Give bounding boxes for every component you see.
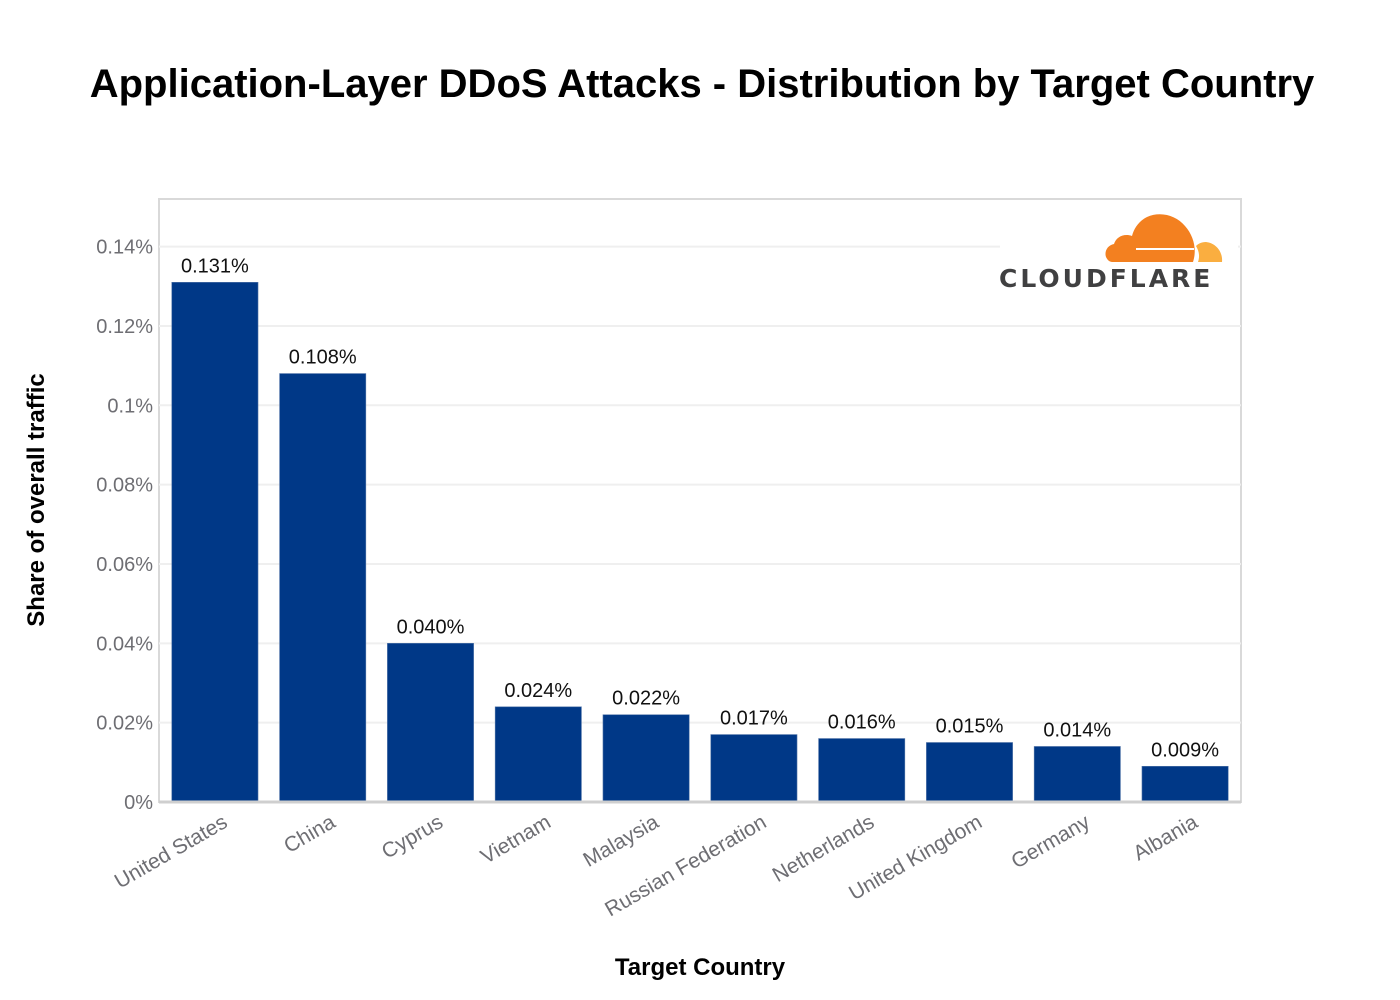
bar <box>926 742 1013 803</box>
bar <box>494 706 582 803</box>
data-label: 0.040% <box>397 616 465 638</box>
bar <box>387 643 474 803</box>
x-tick-label: Germany <box>1008 810 1095 873</box>
data-label: 0.131% <box>181 255 249 277</box>
data-label: 0.014% <box>1043 719 1111 741</box>
x-tick-label: Vietnam <box>477 810 555 868</box>
y-tick-label: 0.1% <box>107 395 153 417</box>
y-tick-label: 0.14% <box>96 237 153 259</box>
bar <box>602 714 690 803</box>
y-axis-title: Share of overall traffic <box>23 373 50 626</box>
data-label: 0.016% <box>828 712 896 734</box>
bars <box>171 282 1229 803</box>
x-tick-label: Albania <box>1129 810 1201 865</box>
logo-wordmark: CLOUDFLARE <box>999 264 1213 293</box>
data-label: 0.015% <box>936 715 1004 737</box>
y-tick-label: 0.06% <box>96 554 153 576</box>
y-axis-ticks: 0% 0.02% 0.04% 0.06% 0.08% 0.1% 0.12% 0.14% <box>96 237 153 814</box>
x-tick-label: China <box>280 810 339 858</box>
y-tick-label: 0% <box>124 792 153 814</box>
data-label: 0.017% <box>720 708 788 730</box>
data-label: 0.009% <box>1151 739 1219 761</box>
bar <box>171 282 259 803</box>
bar <box>710 734 798 803</box>
x-axis-ticks: United States China Cyprus Vietnam MalaysiaR… <box>111 810 1202 921</box>
y-tick-label: 0.04% <box>96 633 153 655</box>
chart-title: Application-Layer DDoS Attacks - Distrib… <box>90 62 1315 106</box>
data-label: 0.022% <box>612 688 680 710</box>
y-tick-label: 0.08% <box>96 475 153 497</box>
bar <box>1033 746 1121 803</box>
x-axis-title: Target Country <box>615 954 786 981</box>
y-tick-label: 0.02% <box>96 713 153 735</box>
y-tick-label: 0.12% <box>96 316 153 338</box>
x-tick-label: Cyprus <box>378 810 447 863</box>
data-label: 0.108% <box>289 347 357 369</box>
bar <box>1141 765 1229 803</box>
data-labels: 0.131% 0.108% 0.040% 0.024% 0.022% 0.017% 0.01… <box>181 255 1219 761</box>
x-tick-label: United States <box>111 810 232 893</box>
plot-area: 0.131% 0.108% 0.040% 0.024% 0.022% 0.017% 0.01… <box>158 198 1242 804</box>
cloudflare-logo: CLOUDFLARE <box>999 205 1238 295</box>
data-label: 0.024% <box>504 680 572 702</box>
x-tick-label: Malaysia <box>579 810 663 872</box>
bar <box>818 738 906 803</box>
bar <box>279 373 367 803</box>
cloud-icon <box>1105 214 1223 262</box>
